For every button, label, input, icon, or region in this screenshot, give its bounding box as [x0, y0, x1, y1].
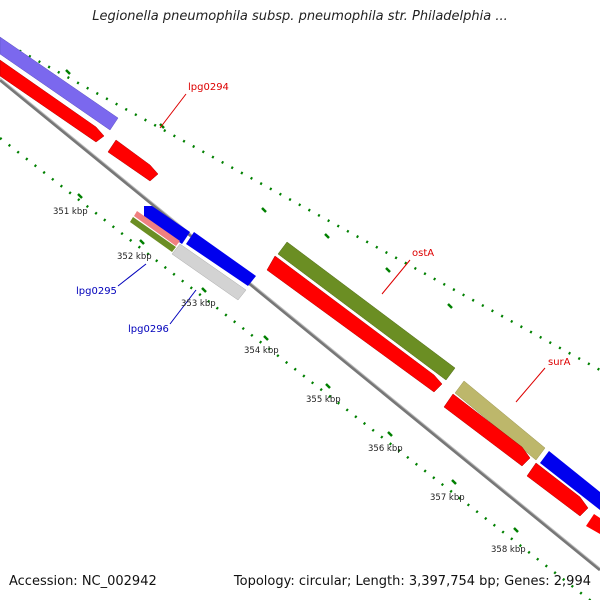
- gene-bar-purple[interactable]: [0, 36, 119, 131]
- outer-major-ticks: [65, 69, 453, 309]
- tick-label-352: 352 kbp: [117, 252, 152, 262]
- gene-bar-pink[interactable]: [134, 211, 180, 246]
- gene-label-lpg0296[interactable]: lpg0296: [128, 324, 169, 335]
- tick-label-354: 354 kbp: [244, 346, 279, 356]
- gene-bar-grey-lpg0296[interactable]: [171, 243, 247, 301]
- genome-backbone: [0, 78, 600, 572]
- gene-bar-olive-small[interactable]: [130, 217, 176, 252]
- cds-bar-left[interactable]: [0, 59, 105, 143]
- gene-label-osta[interactable]: ostA: [412, 248, 434, 259]
- genome-summary-text: Topology: circular; Length: 3,397,754 bp…: [233, 574, 591, 589]
- cds-bar-lpg0294[interactable]: [107, 139, 159, 182]
- gene-bar-blue-lpg0295b[interactable]: [186, 232, 256, 286]
- cds-bar-osta[interactable]: [266, 255, 443, 393]
- outer-tick-track: [0, 38, 600, 372]
- cds-bar-right-1[interactable]: [526, 462, 589, 517]
- gene-label-lpg0295[interactable]: lpg0295: [76, 286, 117, 297]
- tick-label-356: 356 kbp: [368, 444, 403, 454]
- tick-label-358: 358 kbp: [491, 545, 526, 555]
- accession-text: Accession: NC_002942: [9, 574, 157, 589]
- gene-label-sura[interactable]: surA: [548, 357, 571, 368]
- gene-bar-blue-right[interactable]: [540, 451, 600, 510]
- gene-bar-olive-osta[interactable]: [277, 241, 456, 381]
- tick-label-357: 357 kbp: [430, 493, 465, 503]
- map-title: Legionella pneumophila subsp. pneumophil…: [92, 9, 508, 24]
- tick-label-355: 355 kbp: [306, 395, 341, 405]
- cds-bar-sura[interactable]: [443, 393, 531, 467]
- cds-bar-right-2[interactable]: [586, 514, 600, 534]
- inner-tick-track: [0, 137, 592, 600]
- tick-label-353: 353 kbp: [181, 299, 216, 309]
- inner-major-ticks: [77, 193, 519, 533]
- gene-bar-blue-lpg0295a[interactable]: [144, 206, 190, 244]
- tick-label-351: 351 kbp: [53, 207, 88, 217]
- gene-label-lpg0294[interactable]: lpg0294: [188, 82, 229, 93]
- callout-lines: [117, 93, 546, 403]
- gene-bar-khaki-sura[interactable]: [454, 380, 546, 461]
- genome-backbone-highlight: [0, 77, 600, 569]
